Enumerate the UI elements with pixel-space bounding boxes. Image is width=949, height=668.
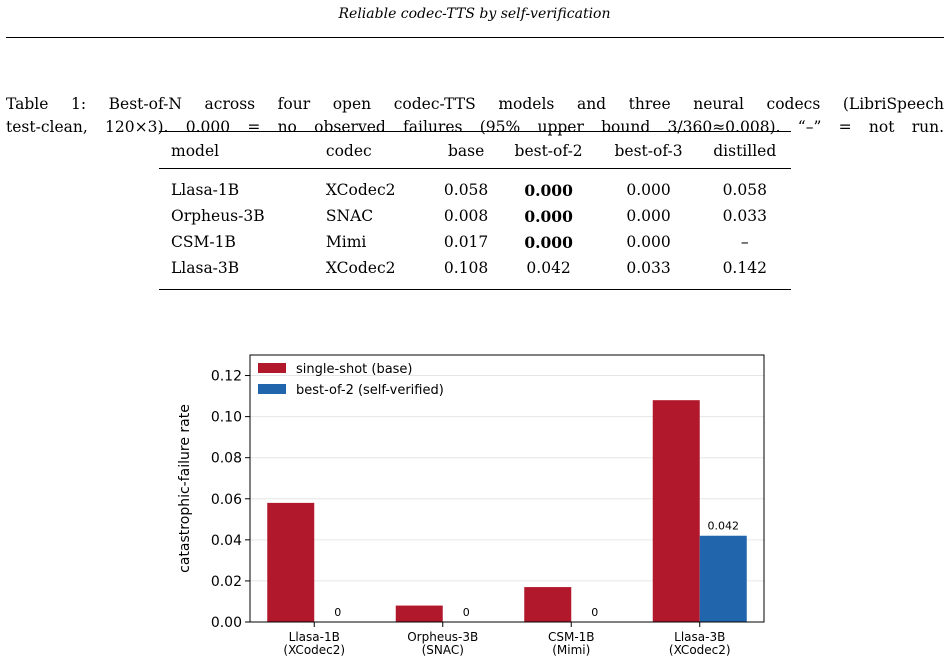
bar-best-of-2	[699, 535, 747, 622]
cell-codec: XCodec2	[313, 255, 434, 290]
results-table: model codec base best-of-2 best-of-3 dis…	[159, 131, 791, 290]
x-tick-label: Orpheus-3B	[407, 630, 478, 644]
cell-distilled: 0.033	[722, 207, 767, 225]
cell-best-of-3: 0.033	[598, 255, 699, 290]
cell-best-of-2: 0.042	[498, 255, 599, 290]
y-tick-label: 0.12	[211, 369, 242, 385]
header-rule	[6, 37, 944, 38]
bar-data-label: 0	[334, 606, 341, 619]
cell-model: Llasa-1B	[171, 181, 240, 199]
bar-base	[395, 605, 443, 622]
cell-best-of-3: 0.000	[626, 233, 671, 251]
x-tick-label: (XCodec2)	[669, 643, 731, 657]
cell-best-of-2: 0.000	[524, 232, 573, 252]
table-row: Llasa-3B XCodec2 0.108 0.042 0.033 0.142	[159, 255, 791, 290]
y-axis-label: catastrophic-failure rate	[177, 404, 193, 573]
x-tick-label: (SNAC)	[422, 643, 464, 657]
cell-base: 0.108	[433, 255, 499, 290]
legend-swatch	[258, 363, 286, 373]
bar-base	[652, 400, 700, 622]
cell-best-of-3: 0.000	[626, 207, 671, 225]
plot-frame	[249, 354, 765, 623]
y-tick-label: 0.06	[211, 492, 242, 508]
cell-codec: Mimi	[325, 233, 367, 251]
running-header: Reliable codec-TTS by self-verification	[338, 6, 611, 22]
cell-distilled: 0.058	[722, 181, 767, 199]
cell-base: 0.017	[443, 233, 489, 251]
cell-model: CSM-1B	[171, 233, 236, 251]
col-header-model: model	[159, 131, 314, 169]
y-tick-label: 0.10	[211, 410, 242, 426]
cell-codec: SNAC	[325, 207, 374, 225]
bar-data-label: 0.042	[708, 520, 740, 533]
bar-data-label: 0	[463, 606, 470, 619]
legend-label: best-of-2 (self-verified)	[296, 383, 444, 398]
legend-label: single-shot (base)	[296, 362, 413, 377]
table-row: CSM-1B Mimi 0.017 0.000 0.000 –	[159, 229, 791, 255]
cell-codec: XCodec2	[325, 181, 396, 199]
x-tick-label: (XCodec2)	[283, 643, 345, 657]
y-tick-label: 0.02	[211, 574, 242, 590]
table-row: Orpheus-3B SNAC 0.008 0.000 0.000 0.033	[159, 203, 791, 229]
cell-model: Orpheus-3B	[171, 207, 265, 225]
col-header-distilled: distilled	[698, 131, 791, 169]
cell-best-of-2: 0.000	[524, 206, 573, 226]
col-header-best-of-3: best-of-3	[598, 131, 699, 169]
bar-data-label: 0	[591, 606, 598, 619]
x-tick-label: CSM-1B	[548, 630, 595, 644]
y-tick-label: 0.04	[211, 533, 242, 549]
table-row: Llasa-1B XCodec2 0.058 0.000 0.000 0.058	[159, 169, 791, 204]
failure-rate-bar-chart: 0.000.020.040.060.080.100.120Llasa-1B(XC…	[177, 354, 765, 657]
col-header-best-of-2: best-of-2	[498, 131, 599, 169]
bar-base	[267, 502, 315, 622]
cell-distilled: –	[740, 233, 749, 251]
cell-distilled: 0.142	[698, 255, 791, 290]
legend-swatch	[258, 384, 286, 394]
x-tick-label: (Mimi)	[552, 643, 590, 657]
bar-base	[524, 587, 572, 622]
table-header-row: model codec base best-of-2 best-of-3 dis…	[159, 131, 791, 169]
x-tick-label: Llasa-1B	[289, 630, 340, 644]
cell-base: 0.058	[443, 181, 489, 199]
cell-best-of-2: 0.000	[524, 180, 573, 200]
caption-line-1: Table 1: Best-of-N across four open code…	[6, 95, 944, 113]
col-header-codec: codec	[313, 131, 434, 169]
y-tick-label: 0.08	[211, 451, 242, 467]
cell-best-of-3: 0.000	[626, 181, 671, 199]
x-tick-label: Llasa-3B	[674, 630, 725, 644]
col-header-base: base	[433, 131, 499, 169]
cell-base: 0.008	[443, 207, 489, 225]
y-tick-label: 0.00	[211, 615, 242, 631]
cell-model: Llasa-3B	[159, 255, 314, 290]
